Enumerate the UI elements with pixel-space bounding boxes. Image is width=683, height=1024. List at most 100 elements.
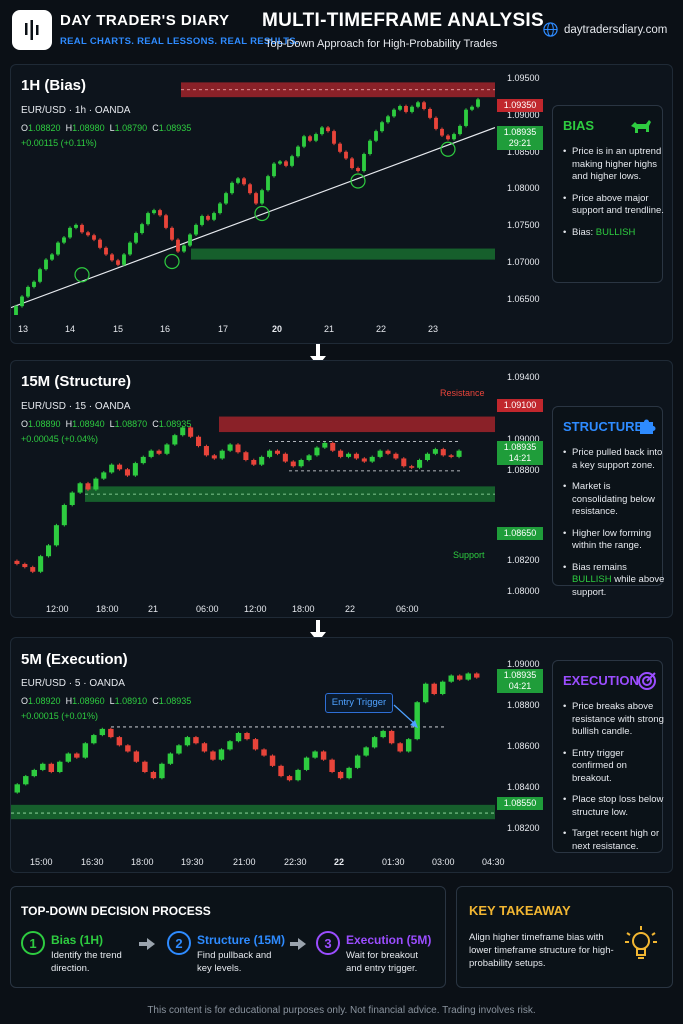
candle-body	[363, 747, 369, 756]
candle-body	[346, 453, 352, 457]
bias-panel: BIAS Price is in an uptrend making highe…	[552, 105, 664, 283]
x-tick-label: 18:00	[96, 604, 119, 614]
candle-body	[440, 449, 446, 456]
candle-body	[248, 184, 252, 194]
candle-body	[424, 453, 430, 460]
symbol-label: EUR/USD · 5 · OANDA	[21, 678, 125, 689]
candle-body	[322, 442, 328, 448]
candle-body	[210, 751, 216, 760]
step-2-desc: Find pullback and key levels.	[197, 950, 272, 974]
candle-body	[320, 751, 327, 760]
candle-body	[434, 117, 438, 129]
support-label: Support	[453, 550, 485, 560]
candle-body	[124, 469, 130, 476]
candle-body	[77, 483, 83, 493]
candle-body	[74, 224, 78, 228]
candle-body	[401, 458, 407, 467]
entry-arrow	[393, 704, 418, 728]
website-link[interactable]: daytradersdiary.com	[543, 22, 667, 37]
candle-body	[92, 235, 96, 240]
y-tick-label: 1.08500	[507, 146, 540, 157]
page-title: MULTI-TIMEFRAME ANALYSIS	[262, 10, 544, 31]
chart-15m	[14, 416, 495, 574]
candle-body	[282, 453, 288, 462]
target-icon	[638, 672, 656, 690]
x-tick-label: 01:30	[382, 857, 405, 867]
trendline	[11, 126, 495, 309]
candle-body	[38, 556, 44, 572]
candle-body	[182, 245, 186, 252]
x-tick-label: 15:00	[30, 857, 53, 867]
candle-body	[176, 239, 180, 252]
candle-body	[148, 450, 154, 457]
y-tick-label: 1.08000	[507, 183, 540, 194]
candle-body	[344, 151, 348, 159]
candle-body	[44, 259, 48, 270]
candle-body	[219, 450, 225, 459]
candle-body	[82, 743, 89, 758]
candle-body	[116, 737, 123, 746]
candle-body	[298, 460, 304, 467]
candle-body	[101, 472, 107, 479]
structure-point: Market is consolidating below resistance…	[563, 481, 665, 519]
candle-body	[356, 168, 360, 171]
support-price-tag: 1.08650	[497, 527, 543, 540]
candle-body	[211, 455, 217, 459]
candle-body	[290, 461, 296, 467]
structure-point: Higher low forming within the range.	[563, 528, 665, 553]
candle-body	[93, 478, 99, 490]
candle-body	[266, 176, 270, 191]
candle-body	[40, 763, 46, 770]
candle-body	[218, 749, 225, 760]
y-tick-label: 1.08000	[507, 585, 540, 596]
candle-body	[278, 161, 282, 164]
candle-body	[68, 227, 72, 238]
brand-logo-icon	[12, 10, 52, 50]
x-tick-label: 18:00	[131, 857, 154, 867]
candle-body	[296, 146, 300, 157]
candle-body	[203, 446, 209, 456]
candle-body	[167, 753, 174, 764]
candle-body	[235, 733, 242, 742]
x-tick-label: 16:30	[81, 857, 104, 867]
x-tick-label: 04:30	[482, 857, 505, 867]
candle-body	[405, 739, 412, 752]
candle-body	[353, 453, 359, 459]
arrow-right-icon	[139, 938, 155, 950]
candle-body	[272, 163, 276, 177]
candle-body	[314, 447, 320, 456]
candle-body	[227, 444, 233, 451]
candle-body	[416, 102, 420, 107]
candle-body	[142, 761, 148, 772]
candle-body	[46, 545, 52, 557]
candle-body	[312, 751, 318, 758]
y-tick-label: 1.08800	[507, 464, 540, 475]
y-tick-label: 1.07000	[507, 257, 540, 268]
ohlc-readout: O1.08890 H1.08940 L1.08870 C1.08935	[21, 419, 192, 429]
step-3-title: Execution (5M)	[346, 933, 432, 947]
candle-body	[108, 728, 114, 738]
candle-body	[474, 673, 480, 678]
x-tick-label: 21:00	[233, 857, 256, 867]
x-tick-label: 22:30	[284, 857, 307, 867]
candle-body	[50, 254, 54, 260]
x-tick-label: 06:00	[196, 604, 219, 614]
candle-body	[380, 122, 384, 132]
candle-body	[53, 525, 59, 546]
candle-body	[448, 675, 454, 682]
y-tick-label: 1.08600	[507, 741, 540, 752]
candle-body	[14, 306, 18, 315]
candle-body	[362, 154, 366, 171]
x-tick-label: 19:30	[181, 857, 204, 867]
candle-body	[330, 442, 336, 451]
candle-body	[409, 466, 415, 468]
current-price-tag: 1.08935 29:21	[497, 126, 543, 150]
entry-trigger-label: Entry Trigger	[325, 693, 393, 713]
candle-body	[267, 450, 273, 457]
candle-body	[158, 210, 162, 216]
candle-body	[290, 156, 294, 166]
candle-body	[14, 784, 20, 793]
candle-body	[295, 769, 301, 781]
candle-body	[392, 109, 396, 117]
brand-tagline: REAL CHARTS. REAL LESSONS. REAL RESULTS.	[60, 36, 299, 47]
